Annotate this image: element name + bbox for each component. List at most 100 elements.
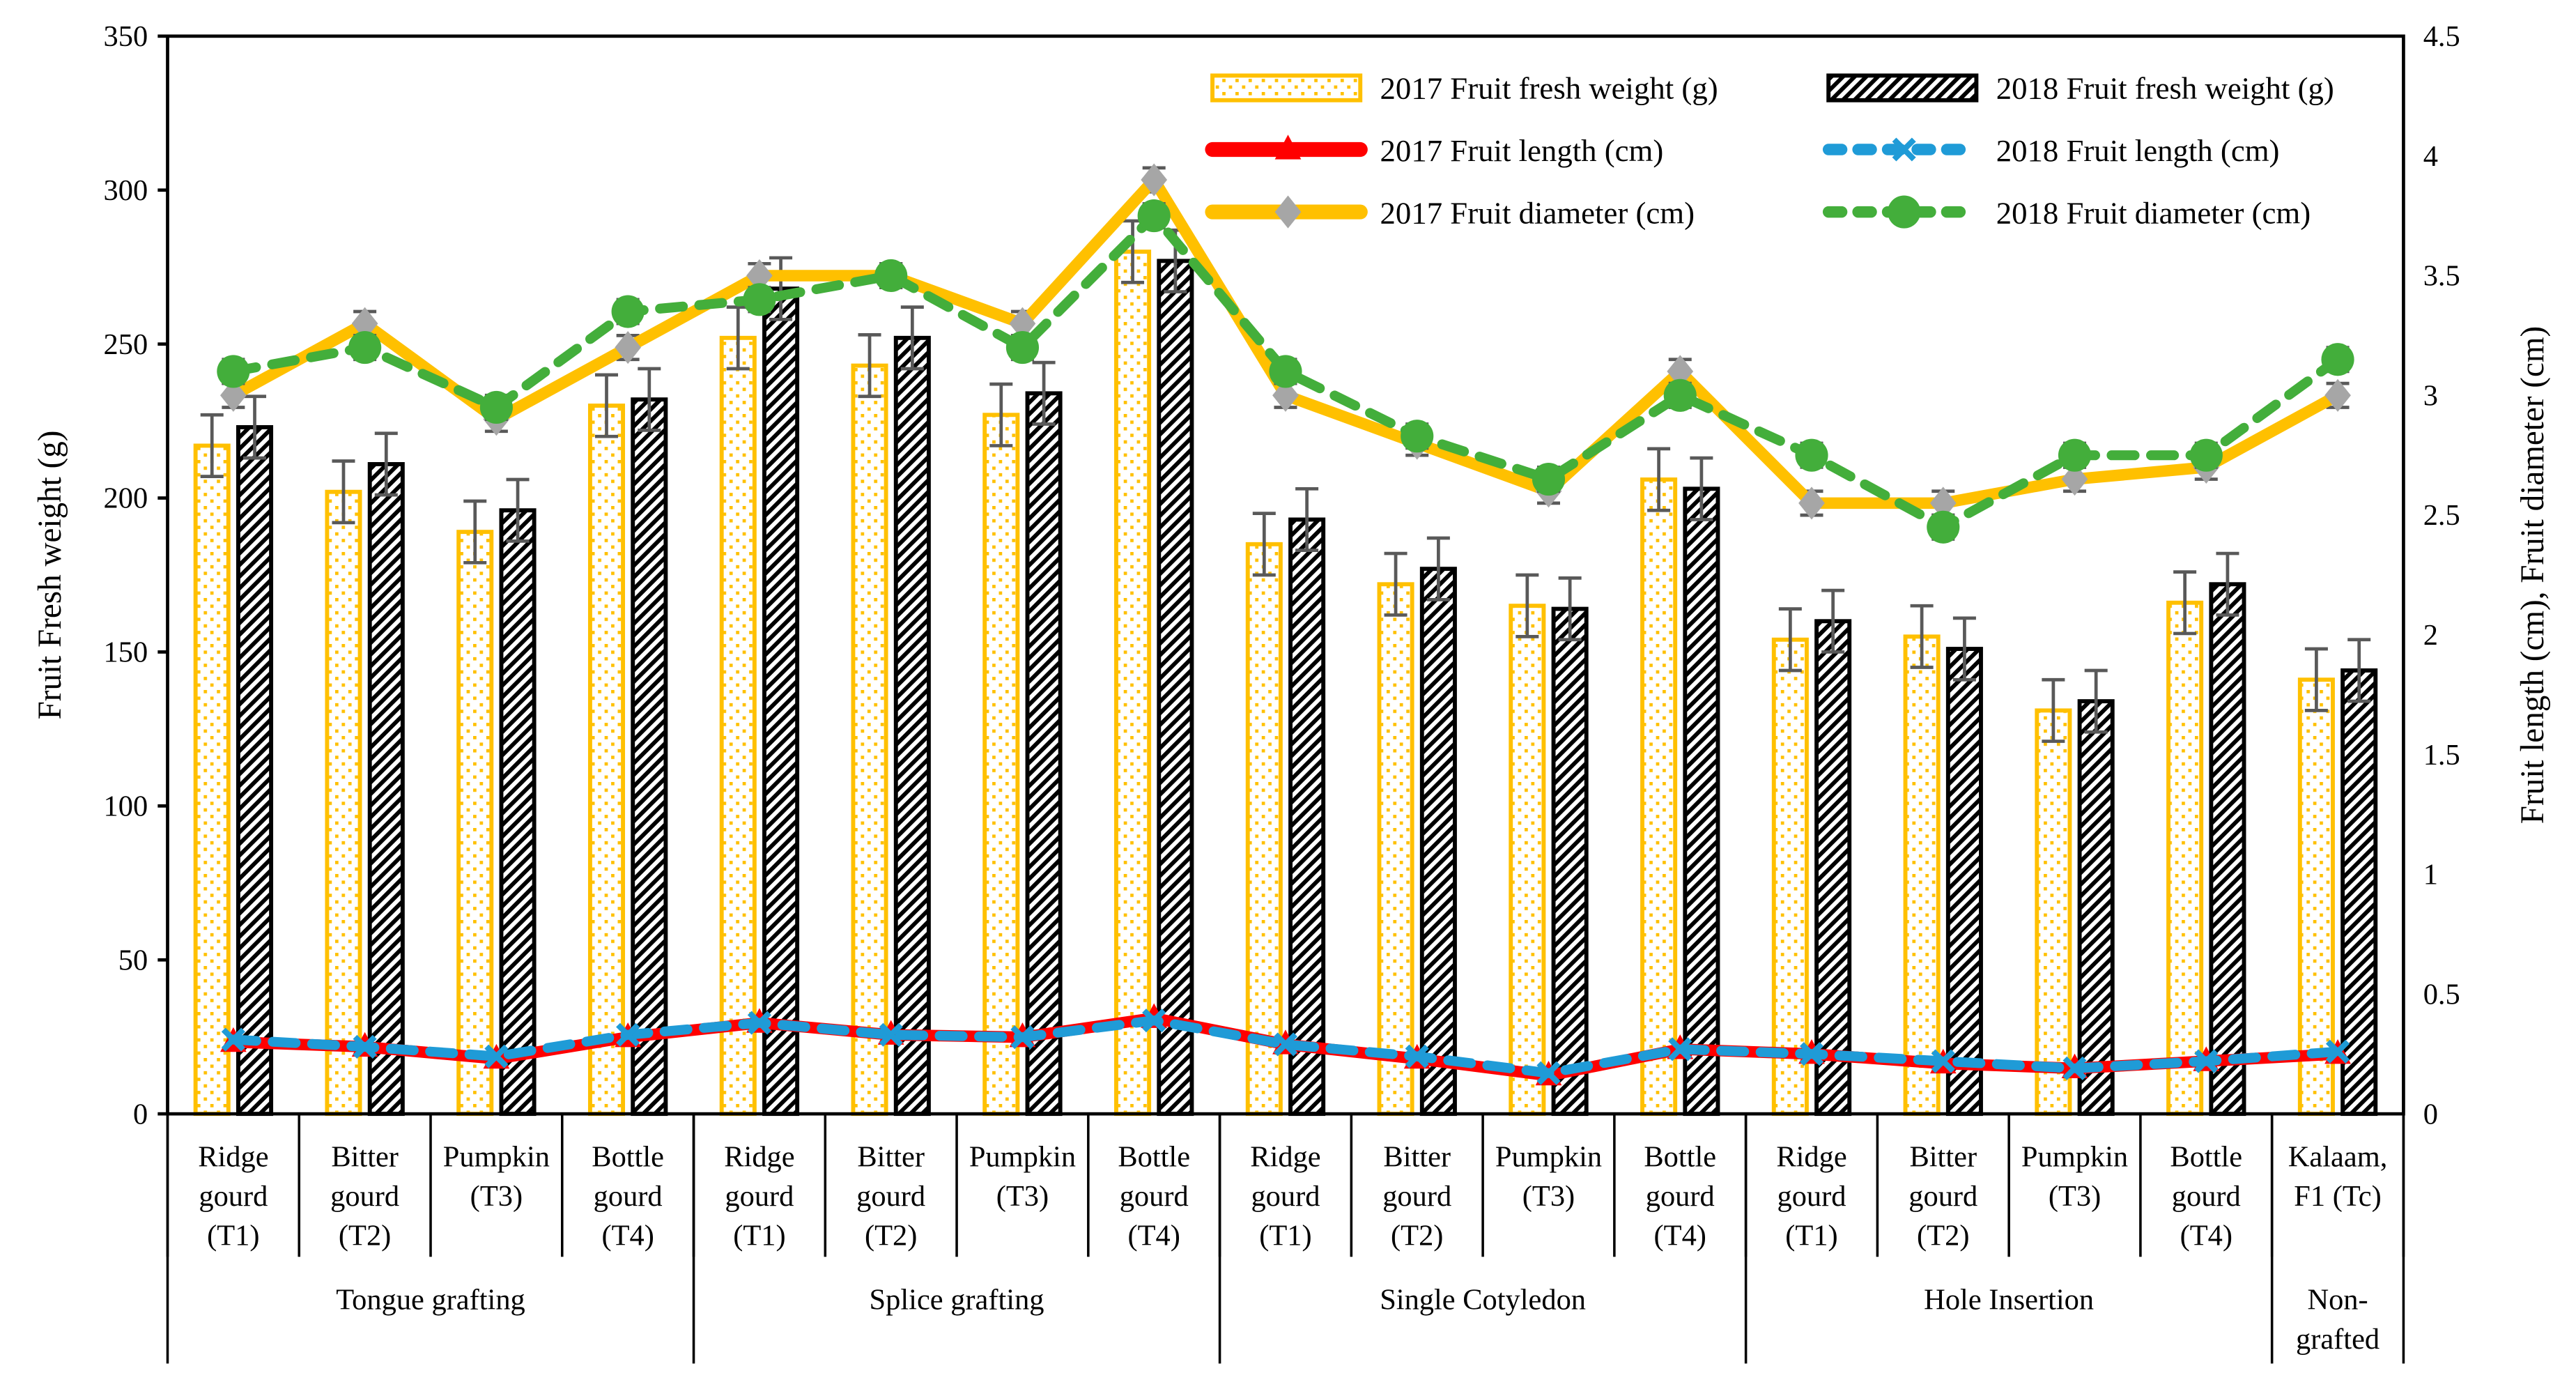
y-tick-label: 150	[104, 636, 148, 669]
x-marker	[353, 1034, 377, 1059]
category-label: (T2)	[1917, 1220, 1969, 1252]
bar	[2340, 668, 2378, 1117]
error-bar	[1778, 607, 1802, 673]
category-label: (T3)	[1522, 1180, 1575, 1213]
series-line	[228, 1015, 2343, 1078]
bar	[1377, 582, 1414, 1117]
category-label: (T2)	[865, 1220, 917, 1252]
bar	[1945, 647, 1983, 1117]
circle-marker	[2058, 438, 2092, 472]
category-label: gourd	[2172, 1180, 2241, 1213]
diamond-marker	[1667, 355, 1694, 388]
y-tick-label: 300	[104, 174, 148, 207]
error-bar	[1690, 456, 1713, 521]
error-bar	[2304, 647, 2328, 712]
y2-tick-label: 0.5	[2423, 978, 2460, 1011]
diamond-marker	[1274, 195, 1302, 229]
category-label: gourd	[330, 1180, 399, 1213]
circle-marker	[1663, 378, 1697, 412]
y-tick-label: 50	[118, 944, 148, 976]
circle-marker	[1795, 438, 1828, 472]
category-label: (T1)	[1785, 1220, 1837, 1252]
category-label: Ridge	[724, 1141, 794, 1174]
bar	[1245, 542, 1283, 1117]
error-bar	[2042, 677, 2065, 743]
bar	[1157, 259, 1194, 1117]
error-bar	[332, 459, 355, 525]
circle-marker	[1927, 510, 1960, 544]
group-label: Splice grafting	[870, 1284, 1044, 1317]
bar	[1903, 634, 1941, 1117]
y-tick-label: 250	[104, 328, 148, 361]
group-label: grafted	[2296, 1323, 2380, 1356]
bar	[1814, 619, 1852, 1117]
x-marker	[1273, 1032, 1298, 1057]
error-bar	[900, 305, 924, 371]
x-marker	[2194, 1049, 2219, 1073]
error-bar	[2084, 668, 2108, 734]
bar	[499, 508, 537, 1117]
x-marker	[1010, 1025, 1035, 1050]
category-label: Bitter	[857, 1141, 925, 1174]
legend-label: 2017 Fruit diameter (cm)	[1380, 196, 1695, 231]
triangle-marker	[1274, 135, 1302, 160]
diamond-marker	[615, 330, 642, 365]
error-bar	[1647, 447, 1671, 512]
group-label: Hole Insertion	[1924, 1284, 2094, 1317]
x-marker	[1405, 1044, 1429, 1068]
error-bar	[1952, 616, 1976, 682]
category-label: (T4)	[1654, 1220, 1706, 1252]
category-label: gourd	[1120, 1180, 1189, 1213]
category-label: Pumpkin	[1495, 1141, 1602, 1174]
category-label: (T3)	[996, 1180, 1049, 1213]
diamond-marker	[746, 259, 773, 293]
error-bar	[1910, 604, 1934, 669]
category-label: gourd	[1382, 1180, 1451, 1213]
category-label: (T4)	[2180, 1220, 2232, 1252]
x-marker	[747, 1011, 771, 1035]
bars-layer	[193, 219, 2378, 1117]
y-tick-label: 350	[104, 20, 148, 53]
category-label: F1 (Tc)	[2294, 1180, 2381, 1213]
x-marker	[1931, 1049, 1955, 1073]
circle-marker	[217, 355, 250, 388]
x-marker	[484, 1044, 509, 1068]
legend-label: 2017 Fruit length (cm)	[1380, 133, 1664, 168]
error-bar	[1426, 536, 1450, 601]
bar	[193, 443, 231, 1117]
bar	[2166, 600, 2204, 1117]
x-marker	[879, 1022, 903, 1047]
bar	[893, 335, 931, 1117]
error-bar	[989, 382, 1013, 447]
category-label: (T4)	[601, 1220, 654, 1252]
category-label: (T3)	[470, 1180, 523, 1213]
bar	[587, 404, 626, 1117]
category-label: Bottle	[1644, 1141, 1716, 1174]
category-label: gourd	[856, 1180, 925, 1213]
category-label: Bitter	[1909, 1141, 1977, 1174]
y-axis-label: Fruit Fresh weight (g)	[32, 431, 68, 720]
error-bar	[1821, 588, 1845, 654]
error-bar	[2347, 638, 2371, 703]
x-marker	[2325, 1039, 2350, 1064]
category-label: gourd	[594, 1180, 663, 1213]
circle-marker	[611, 295, 645, 328]
x-marker	[1536, 1061, 1561, 1085]
bar	[1509, 604, 1546, 1117]
category-label: Bottle	[592, 1141, 664, 1174]
category-label: Bottle	[1118, 1141, 1190, 1174]
category-label: gourd	[199, 1180, 268, 1213]
category-label: Pumpkin	[2021, 1141, 2128, 1174]
circle-marker	[1137, 199, 1171, 233]
error-bar	[200, 413, 224, 478]
y2-tick-label: 2	[2423, 619, 2438, 652]
error-bar	[858, 333, 881, 399]
diamond-marker	[1929, 486, 1957, 520]
diamond-marker	[1798, 486, 1825, 520]
bar	[2209, 582, 2246, 1117]
legend-label: 2017 Fruit fresh weight (g)	[1380, 70, 1718, 105]
x-marker	[1892, 137, 1916, 162]
bar	[325, 489, 362, 1117]
bar	[1771, 637, 1809, 1117]
category-label: Pumpkin	[443, 1141, 550, 1174]
